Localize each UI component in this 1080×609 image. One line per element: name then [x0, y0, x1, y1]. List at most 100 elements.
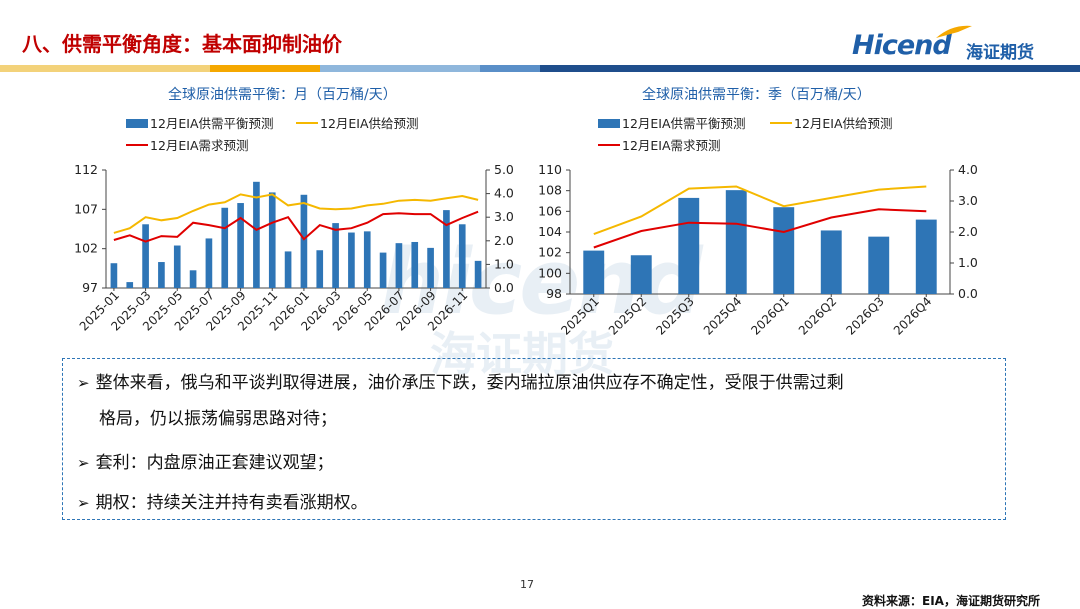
balance-bar	[110, 263, 118, 288]
balance-bar	[189, 270, 197, 288]
divider-segment	[540, 65, 1080, 72]
balance-bar	[348, 232, 355, 288]
monthly-chart-title: 全球原油供需平衡：月（百万桶/天）	[168, 87, 397, 103]
arrow-bullet-icon: ➢	[77, 494, 90, 512]
divider-segment	[0, 65, 210, 72]
page-number: 17	[520, 578, 534, 591]
bullet-item: ➢ 套利：内盘原油正套建议观望；	[77, 447, 334, 479]
watermark-cn: 海证期货	[430, 327, 614, 381]
right-axis-tick-label: 1.0	[494, 256, 514, 271]
source-note: 资料来源：EIA，海证期货研究所	[862, 594, 1040, 608]
page-title: 八、供需平衡角度：基本面抑制油价	[22, 32, 342, 56]
balance-bar	[427, 247, 434, 288]
legend-label-balance: 12月EIA供需平衡预测	[150, 116, 274, 131]
balance-bar	[630, 255, 652, 294]
balance-bar	[205, 238, 213, 288]
balance-bar	[678, 197, 700, 294]
balance-bar	[474, 260, 482, 288]
right-axis-tick-label: 5.0	[494, 162, 514, 177]
balance-bar	[158, 262, 165, 288]
left-axis-tick-label: 102	[74, 241, 98, 256]
balance-bar	[915, 219, 937, 294]
balance-bar	[173, 245, 181, 288]
balance-bar	[443, 210, 450, 288]
balance-bar	[583, 250, 605, 294]
x-axis-tick-label: 2026Q4	[891, 294, 935, 338]
quarterly-balance-chart: 12月EIA供需平衡预测 12月EIA供给预测 12月EIA需求预测 98 100 102…	[538, 116, 978, 338]
balance-bar	[379, 252, 387, 288]
balance-bar	[458, 224, 466, 288]
legend-label-demand: 12月EIA需求预测	[622, 138, 721, 153]
legend-swatch-balance	[126, 119, 148, 128]
right-axis-tick-label: 4.0	[494, 186, 514, 201]
left-axis-tick-label: 112	[74, 162, 98, 177]
right-axis-tick-label: 3.0	[494, 209, 514, 224]
bullet-text: 期权：持续关注并持有卖看涨期权。	[95, 493, 368, 513]
legend-label-balance: 12月EIA供需平衡预测	[622, 116, 746, 131]
left-axis-tick-label: 110	[538, 162, 562, 177]
company-logo: Hicend 海证期货	[852, 25, 1062, 64]
x-axis-tick-label: 2025Q3	[653, 294, 697, 338]
legend-swatch-balance	[598, 119, 620, 128]
legend-label-supply: 12月EIA供给预测	[794, 116, 893, 131]
balance-bar	[142, 224, 149, 288]
left-axis-tick-label: 108	[538, 183, 562, 198]
balance-bar	[253, 181, 260, 288]
bullet-item: ➢ 期权：持续关注并持有卖看涨期权。	[77, 487, 368, 519]
right-axis-tick-label: 1.0	[958, 255, 978, 270]
left-axis-tick-label: 100	[538, 265, 562, 280]
left-axis-tick-label: 104	[538, 224, 562, 239]
logo-text: Hicend	[852, 30, 952, 61]
x-axis-tick-label: 2026Q1	[748, 294, 792, 338]
balance-bar	[868, 236, 890, 294]
bullet-text: 套利：内盘原油正套建议观望；	[95, 453, 334, 473]
supply-line	[593, 185, 927, 236]
logo-cn-text: 海证期货	[966, 43, 1034, 63]
divider-segment	[210, 65, 320, 72]
balance-bar	[284, 251, 292, 288]
balance-bar	[316, 250, 324, 288]
legend-label-demand: 12月EIA需求预测	[150, 138, 249, 153]
left-axis-tick-label: 106	[538, 203, 562, 218]
quarterly-chart-title: 全球原油供需平衡：季（百万桶/天）	[642, 87, 871, 103]
bullet-text: 整体来看，俄乌和平谈判取得进展，油价承压下跌，委内瑞拉原油供应存不确定性，受限于…	[95, 373, 844, 393]
right-axis-tick-label: 0.0	[494, 280, 514, 295]
x-axis-tick-label: 2026Q3	[843, 294, 887, 338]
right-axis-tick-label: 3.0	[958, 193, 978, 208]
balance-bar	[725, 190, 747, 294]
right-axis-tick-label: 2.0	[958, 224, 978, 239]
divider-segment	[320, 65, 480, 72]
x-axis-tick-label: 2025Q1	[558, 294, 602, 338]
right-axis-tick-label: 4.0	[958, 162, 978, 177]
balance-bar	[126, 282, 134, 288]
right-axis-tick-label: 2.0	[494, 233, 514, 248]
left-axis-tick-label: 102	[538, 245, 562, 260]
arrow-bullet-icon: ➢	[77, 374, 90, 392]
legend-label-supply: 12月EIA供给预测	[320, 116, 419, 131]
balance-bar	[300, 194, 308, 288]
x-axis-tick-label: 2025Q4	[701, 294, 745, 338]
right-axis-tick-label: 0.0	[958, 286, 978, 301]
bullet-continuation: 格局，仍以振荡偏弱思路对待；	[99, 409, 337, 429]
bullet-item: ➢ 整体来看，俄乌和平谈判取得进展，油价承压下跌，委内瑞拉原油供应存不确定性，受限…	[77, 367, 844, 399]
left-axis-tick-label: 107	[74, 201, 98, 216]
demand-line	[113, 210, 479, 243]
x-axis-tick-label: 2026Q2	[796, 294, 840, 338]
x-axis-tick-label: 2025Q2	[606, 294, 650, 338]
balance-bar	[363, 231, 371, 288]
balance-bar	[332, 223, 339, 288]
arrow-bullet-icon: ➢	[77, 454, 90, 472]
divider-segment	[480, 65, 540, 72]
demand-line	[593, 208, 927, 249]
summary-box: ➢ 整体来看，俄乌和平谈判取得进展，油价承压下跌，委内瑞拉原油供应存不确定性，受限…	[62, 358, 1006, 520]
balance-bar	[411, 241, 419, 288]
monthly-balance-chart: 12月EIA供需平衡预测 12月EIA供给预测 12月EIA需求预测 97 102 107…	[74, 116, 514, 334]
balance-bar	[221, 207, 229, 288]
balance-bar	[268, 192, 276, 288]
supply-line	[113, 193, 479, 234]
left-axis-tick-label: 97	[82, 280, 98, 295]
balance-bar	[395, 243, 403, 288]
logo-swoosh-icon	[936, 25, 972, 38]
left-axis-tick-label: 98	[546, 286, 562, 301]
balance-bar	[820, 230, 842, 294]
